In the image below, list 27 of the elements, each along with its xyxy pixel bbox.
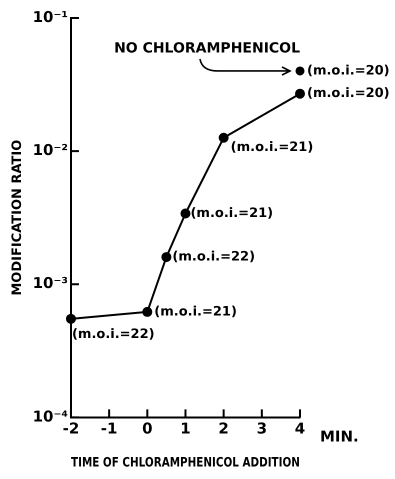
x-tick-label: 2 — [218, 419, 229, 438]
point — [161, 252, 172, 262]
annotation: (m.o.i.=20) — [307, 63, 390, 78]
y-axis-title: MODIFICATION RATIO — [10, 140, 26, 296]
y-tick-label: 10⁻³ — [32, 274, 68, 292]
x-tick-label: 3 — [256, 419, 268, 438]
annotation: NO CHLORAMPHENICOL — [114, 40, 300, 57]
annotation: (m.o.i.=21) — [154, 304, 237, 320]
annotation: (m.o.i.=22) — [172, 249, 256, 264]
annotation: (m.o.i.=20) — [307, 86, 390, 102]
point — [218, 132, 229, 143]
annotation: (m.o.i.=21) — [190, 206, 274, 221]
x-tick-label: 1 — [180, 419, 191, 438]
point — [295, 88, 305, 99]
text: MIN. — [320, 427, 359, 446]
x-axis-title: TIME OF CHLORAMPHENICOL ADDITION — [71, 454, 300, 470]
point — [180, 208, 190, 219]
y-tick-label: 10⁻² — [32, 141, 68, 160]
y-tick-label: 10⁻¹ — [32, 8, 68, 26]
annotation: (m.o.i.=21) — [230, 140, 314, 156]
point — [66, 314, 76, 324]
point — [142, 306, 152, 317]
x-tick-label: 4 — [294, 419, 306, 438]
annotation: (m.o.i.=22) — [72, 327, 155, 342]
x-tick-label: 0 — [142, 419, 153, 438]
x-tick-label: -1 — [100, 419, 118, 438]
point — [296, 66, 304, 76]
